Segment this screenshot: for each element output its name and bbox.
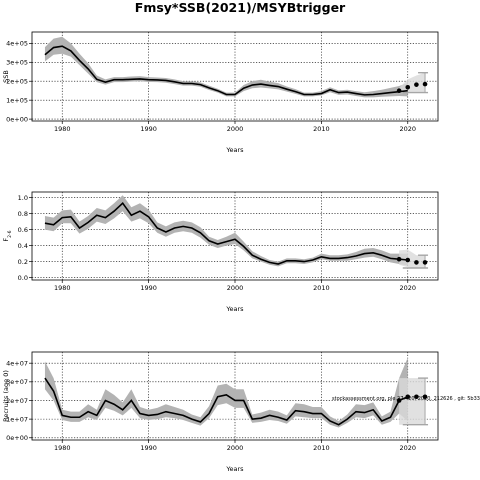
y-axis-label: Recruits (age 0) [2, 370, 10, 422]
x-tick-label: 1990 [140, 125, 157, 133]
source-annotation: stockassessment.org, ple.27.420, 2020, 2… [332, 396, 480, 402]
y-tick-label: 0.8 [18, 210, 28, 218]
forecast-point [414, 82, 419, 87]
x-tick-label: 2020 [399, 444, 416, 452]
fishing-mortality-panel: 1980 1990 2000 2010 2020 0.0 0.2 0.4 0.6 0.8 1.0 Ye… [2, 191, 439, 313]
y-tick-label: 0.2 [18, 258, 28, 266]
x-axis-label: Years [225, 146, 244, 154]
x-tick-label: 2000 [227, 125, 244, 133]
y-axis-label-subscript: 2-6 [7, 230, 13, 237]
y-tick-label: 1.0 [18, 194, 28, 202]
series-line [44, 45, 408, 96]
x-tick-label: 1980 [54, 444, 71, 452]
y-tick-label: 0.6 [18, 226, 28, 234]
y-tick-label: 2e+05 [6, 78, 28, 86]
forecast-point [422, 394, 428, 400]
series-line [44, 377, 409, 426]
y-tick-label: 0.0 [18, 274, 28, 282]
x-tick-label: 2010 [313, 444, 330, 452]
forecast-point [422, 260, 428, 265]
projection-band [399, 249, 426, 268]
projection-band [399, 72, 426, 94]
forecast-point [396, 88, 402, 94]
forecast-point [405, 257, 411, 263]
ssb-panel: 1980 1990 2000 2010 2020 0e+00 1e+05 2e+05 3e+05… [2, 31, 439, 154]
y-tick-label: 1e+05 [6, 96, 28, 104]
forecast-point [396, 398, 402, 403]
x-tick-label: 1980 [54, 284, 71, 292]
x-tick-label: 2020 [399, 284, 416, 292]
y-tick-label: 3e+07 [6, 378, 28, 386]
forecast-point [405, 394, 411, 400]
y-tick-label: 0e+00 [6, 115, 28, 123]
forecast-point [405, 84, 411, 90]
x-tick-label: 1990 [140, 284, 157, 292]
confidence-band [44, 357, 408, 428]
x-axis-label: Years [225, 305, 244, 313]
y-tick-label: 0.4 [18, 242, 28, 250]
y-tick-label: 4e+07 [6, 359, 28, 367]
series-line [44, 201, 408, 265]
x-tick-label: 2010 [313, 284, 330, 292]
forecast-point [422, 81, 428, 87]
projection-band [399, 378, 426, 425]
x-tick-label: 1980 [54, 125, 71, 133]
x-tick-label: 2000 [227, 444, 244, 452]
x-tick-label: 2010 [313, 125, 330, 133]
recruitment-panel: 1980 1990 2000 2010 2020 0e+00 1e+07 2e+07 3e+07… [2, 351, 439, 473]
x-axis-label: Years [225, 465, 244, 473]
figure-title: Fmsy*SSB(2021)/MSYBtrigger [135, 0, 346, 15]
x-tick-label: 1990 [140, 444, 157, 452]
confidence-band [44, 36, 408, 98]
y-tick-label: 4e+05 [6, 40, 28, 48]
y-tick-label: 0e+00 [6, 434, 28, 442]
y-axis-label: F2-6 [2, 230, 13, 241]
forecast-point [414, 260, 419, 265]
forecast-point [414, 394, 419, 400]
x-tick-label: 2000 [227, 284, 244, 292]
forecast-point [396, 256, 402, 262]
y-tick-label: 2e+07 [6, 397, 28, 405]
y-tick-label: 1e+07 [6, 415, 28, 423]
y-tick-label: 3e+05 [6, 59, 28, 67]
x-tick-label: 2020 [399, 125, 416, 133]
y-axis-label: SSB [2, 70, 10, 83]
